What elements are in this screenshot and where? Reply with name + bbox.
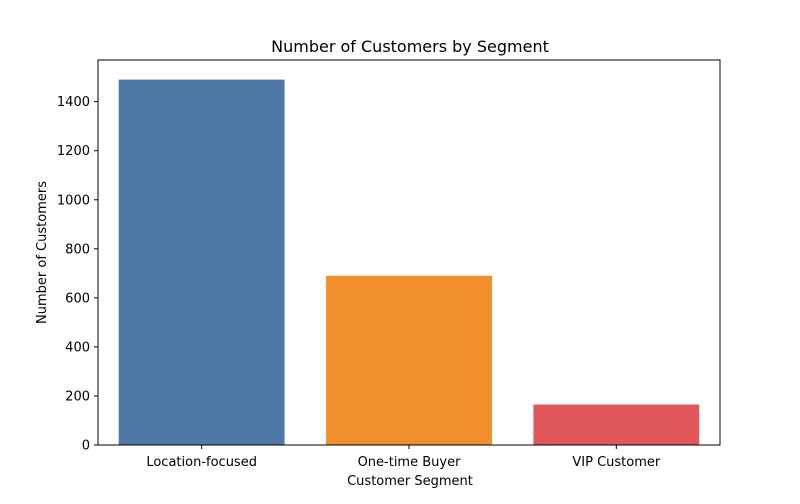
y-tick-label: 600 [65, 291, 90, 306]
y-tick-label: 800 [65, 242, 90, 257]
plot-area-frame [97, 59, 721, 446]
bar-vip-customer [533, 404, 700, 445]
y-tick-label: 200 [65, 389, 90, 404]
y-tick-label: 0 [82, 439, 90, 454]
y-tick-label: 1200 [57, 144, 90, 159]
y-tick-label: 400 [65, 340, 90, 355]
bar-location-focused [118, 79, 285, 446]
x-tick-label: Location-focused [146, 455, 257, 470]
y-axis-label: Number of Customers [35, 181, 50, 324]
x-axis-label: Customer Segment [347, 474, 473, 489]
chart-title: Number of Customers by Segment [271, 37, 549, 56]
x-tick-label: VIP Customer [572, 455, 661, 470]
x-tick-label: One-time Buyer [358, 455, 462, 470]
bars-group [118, 79, 700, 446]
y-tick-label: 1400 [57, 95, 90, 110]
bar-one-time-buyer [326, 275, 492, 445]
y-axis: 0 200 400 600 800 1000 1200 1400 [57, 95, 98, 454]
y-tick-label: 1000 [57, 193, 90, 208]
x-axis: Location-focused One-time Buyer VIP Custom… [146, 445, 661, 470]
